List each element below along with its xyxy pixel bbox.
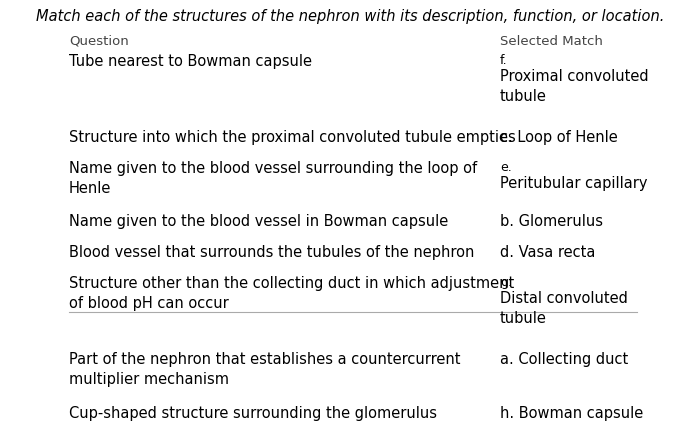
Text: Match each of the structures of the nephron with its description, function, or l: Match each of the structures of the neph…: [36, 9, 664, 24]
Text: Name given to the blood vessel in Bowman capsule: Name given to the blood vessel in Bowman…: [69, 214, 448, 230]
Text: Tube nearest to Bowman capsule: Tube nearest to Bowman capsule: [69, 54, 312, 69]
Text: Cup-shaped structure surrounding the glomerulus: Cup-shaped structure surrounding the glo…: [69, 406, 437, 421]
Text: Structure into which the proximal convoluted tubule empties: Structure into which the proximal convol…: [69, 130, 515, 145]
Text: Question: Question: [69, 35, 129, 48]
Text: b. Glomerulus: b. Glomerulus: [500, 214, 603, 230]
Text: e.: e.: [500, 161, 512, 174]
Text: Peritubular capillary: Peritubular capillary: [500, 176, 648, 191]
Text: Blood vessel that surrounds the tubules of the nephron: Blood vessel that surrounds the tubules …: [69, 245, 474, 260]
Text: Distal convoluted
tubule: Distal convoluted tubule: [500, 291, 628, 326]
Text: Part of the nephron that establishes a countercurrent
multiplier mechanism: Part of the nephron that establishes a c…: [69, 352, 461, 387]
Text: Name given to the blood vessel surrounding the loop of
Henle: Name given to the blood vessel surroundi…: [69, 161, 477, 196]
Text: g.: g.: [500, 276, 512, 289]
Text: Structure other than the collecting duct in which adjustment
of blood pH can occ: Structure other than the collecting duct…: [69, 276, 514, 311]
Text: f.: f.: [500, 54, 507, 67]
Text: h. Bowman capsule: h. Bowman capsule: [500, 406, 643, 421]
Text: a. Collecting duct: a. Collecting duct: [500, 352, 628, 367]
Text: d. Vasa recta: d. Vasa recta: [500, 245, 595, 260]
Text: Selected Match: Selected Match: [500, 35, 603, 48]
Text: Proximal convoluted
tubule: Proximal convoluted tubule: [500, 69, 648, 104]
Text: c. Loop of Henle: c. Loop of Henle: [500, 130, 617, 145]
